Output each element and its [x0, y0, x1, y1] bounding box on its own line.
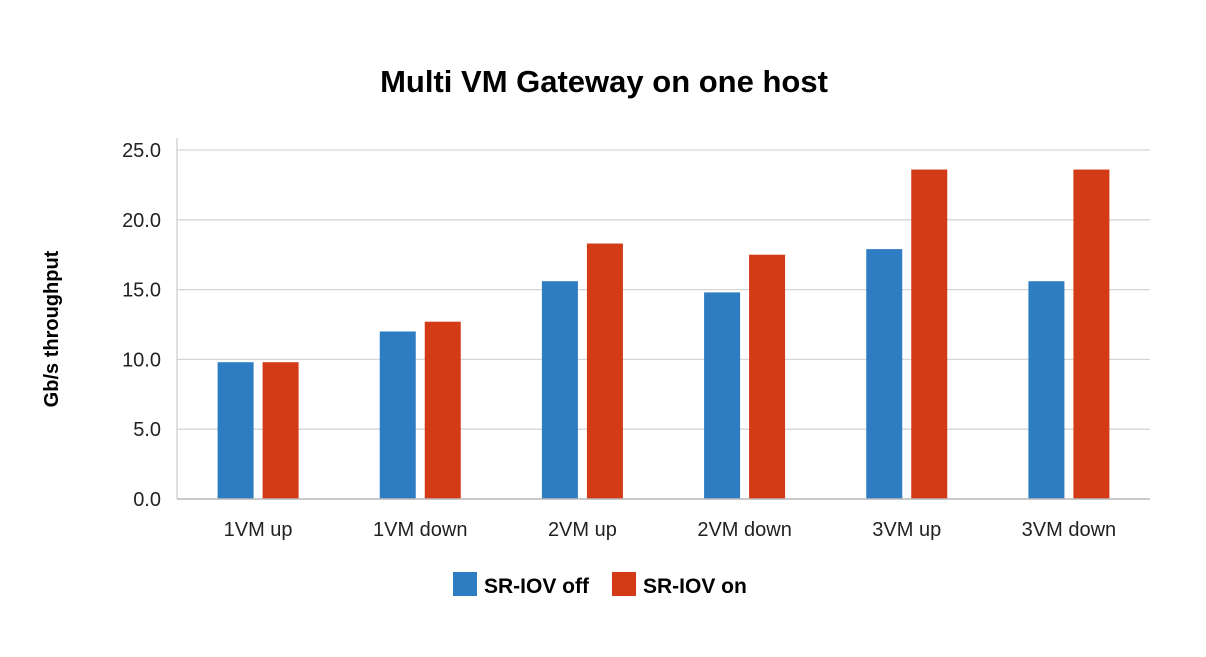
bar — [424, 321, 461, 499]
y-tick-label: 15.0 — [122, 280, 161, 302]
bar — [704, 292, 741, 499]
bar — [586, 243, 623, 499]
bar — [911, 169, 948, 499]
grid-lines — [177, 149, 1150, 430]
bars — [217, 169, 1110, 499]
x-tick-label: 2VM up — [548, 519, 617, 541]
y-tick-label: 5.0 — [133, 419, 161, 441]
bar — [541, 281, 578, 499]
x-tick-label: 3VM up — [872, 519, 941, 541]
bar — [262, 362, 299, 499]
bar — [217, 362, 254, 499]
legend-label: SR-IOV off — [484, 575, 590, 598]
legend-swatch — [612, 572, 636, 596]
bar — [379, 331, 416, 499]
x-tick-label: 2VM down — [697, 519, 792, 541]
legend-swatch — [453, 572, 477, 596]
x-tick-label: 3VM down — [1022, 519, 1117, 541]
chart-title: Multi VM Gateway on one host — [380, 64, 828, 99]
y-tick-label: 25.0 — [122, 140, 161, 162]
bar — [1028, 281, 1065, 499]
legend-label: SR-IOV on — [643, 575, 747, 598]
x-tick-label: 1VM down — [373, 519, 468, 541]
y-axis-label: Gb/s throughput — [41, 250, 63, 407]
y-tick-label: 10.0 — [122, 349, 161, 371]
bar — [866, 249, 903, 499]
bar — [749, 254, 786, 499]
y-tick-label: 0.0 — [133, 489, 161, 511]
y-tick-label: 20.0 — [122, 210, 161, 232]
x-tick-label: 1VM up — [224, 519, 293, 541]
axes: 0.0 5.0 10.0 15.0 20.0 25.0 1VM up 1VM down 2VM … — [122, 138, 1150, 541]
legend: SR-IOV off SR-IOV on — [453, 572, 747, 598]
bar — [1073, 169, 1110, 499]
